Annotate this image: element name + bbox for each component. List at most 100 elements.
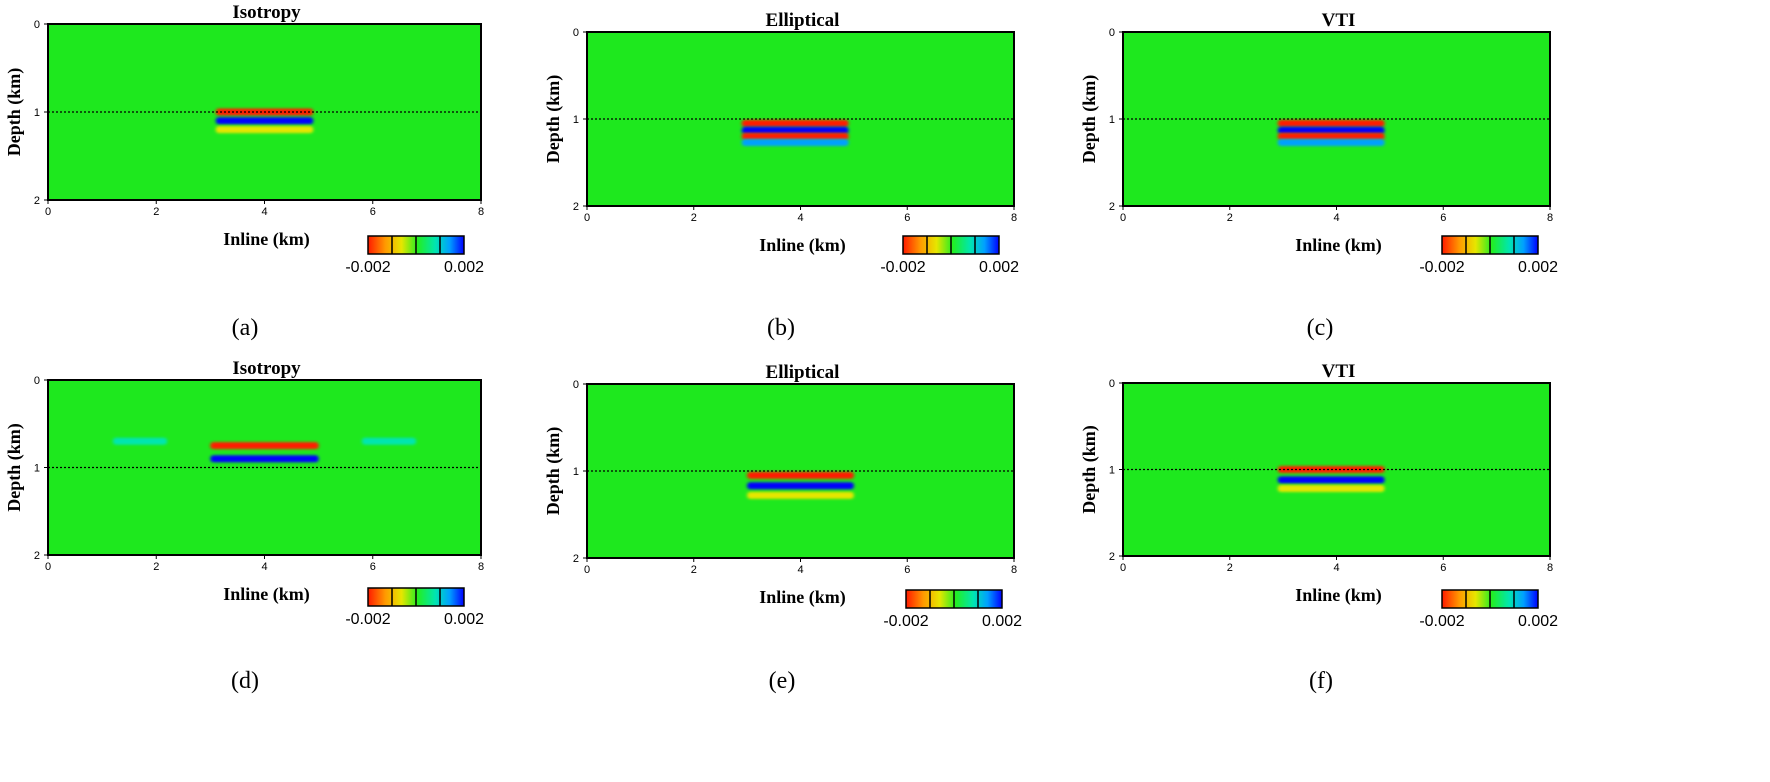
heatmap-event (1277, 126, 1385, 134)
panel-title: Isotropy (232, 358, 301, 379)
heatmap-event (210, 442, 319, 450)
panel-title: Elliptical (766, 362, 840, 383)
y-tick-label: 2 (573, 553, 579, 565)
x-tick-label: 2 (1227, 562, 1233, 574)
panel-caption: (e) (769, 668, 796, 694)
heatmap-event (741, 138, 849, 146)
x-tick-label: 2 (153, 206, 159, 218)
y-tick-label: 1 (573, 466, 579, 478)
panel-caption: (a) (232, 315, 259, 341)
y-tick-label: 0 (1109, 378, 1115, 390)
x-tick-label: 4 (1333, 562, 1339, 574)
heatmap-event (1277, 476, 1385, 484)
heatmap-event (1277, 119, 1385, 127)
colorbar: -0.002 0.002 (345, 587, 484, 628)
colorbar-min-label: -0.002 (345, 611, 390, 628)
colorbar: -0.002 0.002 (1419, 235, 1558, 276)
x-tick-label: 8 (1547, 562, 1553, 574)
x-tick-label: 4 (797, 212, 803, 224)
x-tick-label: 4 (261, 561, 267, 573)
heatmap-event (215, 126, 314, 134)
colorbar-min-label: -0.002 (1419, 613, 1464, 630)
y-tick-label: 2 (1109, 551, 1115, 563)
x-tick-label: 6 (904, 212, 910, 224)
panel-title: Isotropy (232, 2, 301, 23)
x-tick-label: 4 (1333, 212, 1339, 224)
panel-title: VTI (1322, 361, 1356, 382)
x-tick-label: 0 (45, 206, 51, 218)
y-axis-label: Depth (km) (1079, 75, 1100, 164)
heatmap-event (741, 132, 849, 140)
colorbar-max-label: 0.002 (979, 259, 1019, 276)
x-tick-label: 8 (1011, 212, 1017, 224)
y-tick-label: 2 (34, 195, 40, 207)
x-tick-label: 6 (904, 564, 910, 576)
colorbar-min-label: -0.002 (883, 613, 928, 630)
x-tick-label: 4 (261, 206, 267, 218)
x-tick-label: 6 (370, 561, 376, 573)
panel-caption: (f) (1309, 668, 1333, 694)
heatmap-event (1277, 132, 1385, 140)
x-tick-label: 6 (370, 206, 376, 218)
heatmap-event (112, 437, 168, 445)
colorbar-min-label: -0.002 (880, 259, 925, 276)
x-axis-label: Inline (km) (759, 235, 846, 256)
x-tick-label: 0 (45, 561, 51, 573)
heatmap-event (1277, 138, 1385, 146)
colorbar: -0.002 0.002 (883, 589, 1022, 630)
x-tick-label: 8 (478, 206, 484, 218)
y-tick-label: 0 (573, 379, 579, 391)
heatmap-event (747, 491, 854, 499)
x-tick-label: 2 (1227, 212, 1233, 224)
x-tick-label: 0 (1120, 562, 1126, 574)
y-tick-label: 1 (573, 114, 579, 126)
x-tick-label: 2 (691, 212, 697, 224)
x-tick-label: 8 (1547, 212, 1553, 224)
x-tick-label: 2 (153, 561, 159, 573)
y-tick-label: 0 (34, 375, 40, 387)
colorbar-max-label: 0.002 (444, 259, 484, 276)
panel-title: Elliptical (766, 10, 840, 31)
y-tick-label: 1 (1109, 114, 1115, 126)
heatmap-event (741, 119, 849, 127)
panel-title: VTI (1322, 10, 1356, 31)
heatmap-event (210, 455, 319, 463)
y-axis-label: Depth (km) (4, 68, 25, 157)
y-tick-label: 2 (573, 201, 579, 213)
y-tick-label: 2 (34, 550, 40, 562)
colorbar-min-label: -0.002 (345, 259, 390, 276)
y-axis-label: Depth (km) (4, 423, 25, 512)
colorbar-max-label: 0.002 (1518, 613, 1558, 630)
colorbar-min-label: -0.002 (1419, 259, 1464, 276)
heatmap-event (215, 117, 314, 125)
y-tick-label: 1 (34, 107, 40, 119)
y-tick-label: 1 (34, 463, 40, 475)
panel-caption: (b) (767, 315, 795, 341)
y-tick-label: 0 (1109, 27, 1115, 39)
heatmap-event (741, 126, 849, 134)
heatmap-event (747, 482, 854, 490)
x-axis-label: Inline (km) (759, 587, 846, 608)
x-tick-label: 2 (691, 564, 697, 576)
x-tick-label: 0 (1120, 212, 1126, 224)
y-axis-label: Depth (km) (1079, 425, 1100, 514)
panel-caption: (d) (231, 668, 259, 694)
y-tick-label: 0 (34, 19, 40, 31)
y-tick-label: 1 (1109, 465, 1115, 477)
y-tick-label: 0 (573, 27, 579, 39)
x-axis-label: Inline (km) (1295, 585, 1382, 606)
colorbar-max-label: 0.002 (444, 611, 484, 628)
x-axis-label: Inline (km) (223, 584, 310, 605)
y-axis-label: Depth (km) (543, 75, 564, 164)
y-axis-label: Depth (km) (543, 427, 564, 516)
colorbar: -0.002 0.002 (345, 235, 484, 276)
panel-caption: (c) (1307, 315, 1334, 341)
x-axis-label: Inline (km) (223, 229, 310, 250)
colorbar-max-label: 0.002 (982, 613, 1022, 630)
